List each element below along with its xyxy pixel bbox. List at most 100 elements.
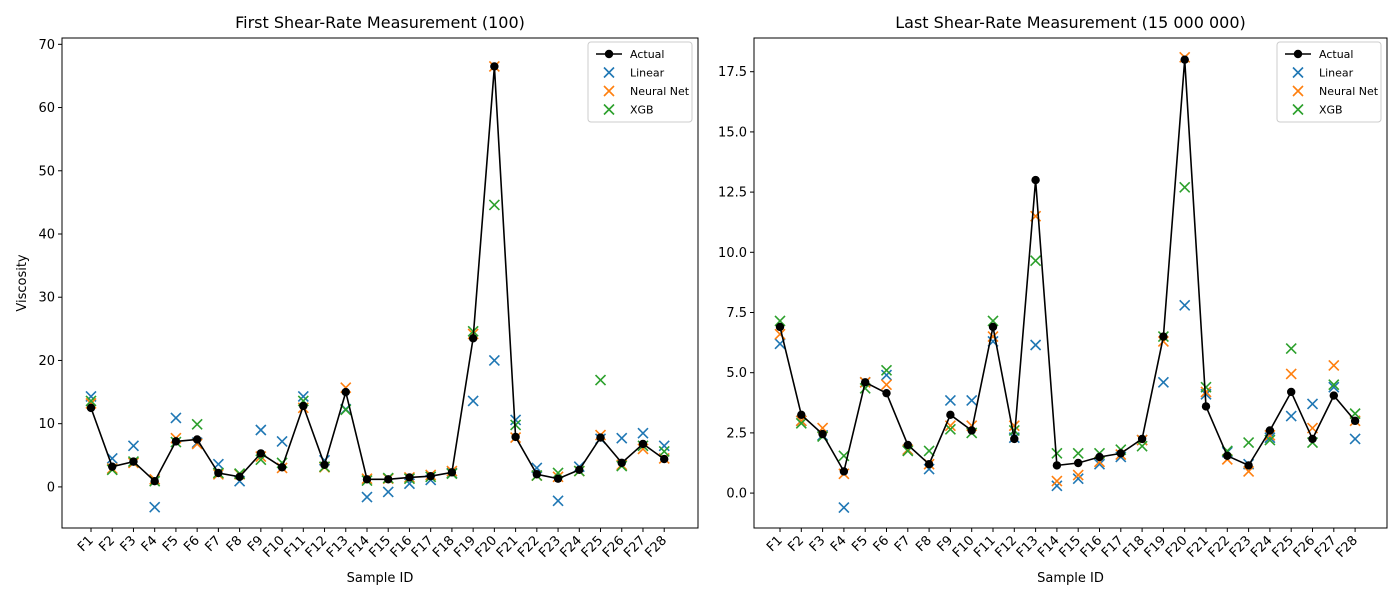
- legend-label: Neural Net: [1319, 85, 1379, 98]
- x-tick: F1: [75, 528, 97, 555]
- point-actual: [818, 429, 827, 439]
- series-line-actual: [90, 66, 665, 483]
- legend-label: XGB: [1319, 104, 1343, 117]
- point-xgb: [1328, 379, 1340, 391]
- x-tick: F8: [913, 528, 935, 555]
- chart-title: First Shear-Rate Measurement (100): [235, 13, 525, 32]
- point-linear: [106, 452, 118, 465]
- point-actual: [362, 475, 372, 484]
- point-linear: [149, 501, 161, 513]
- point-xgb: [795, 417, 807, 429]
- x-tick-label: F6: [181, 533, 203, 555]
- x-tick-label: F28: [1333, 533, 1361, 561]
- x-tick-label: F7: [202, 533, 224, 555]
- y-tick-label: 10: [38, 417, 55, 432]
- series-actual: [775, 55, 1360, 476]
- point-linear: [552, 495, 564, 507]
- x-tick-label: F4: [139, 533, 161, 555]
- point-actual: [171, 437, 181, 446]
- y-tick: 15.0: [718, 125, 754, 140]
- point-actual: [617, 458, 626, 468]
- legend-label: Linear: [630, 67, 665, 80]
- y-tick-label: 30: [38, 291, 55, 306]
- point-linear: [944, 394, 956, 406]
- point-xgb: [774, 315, 786, 327]
- point-actual: [490, 62, 499, 71]
- y-tick: 60: [38, 101, 62, 116]
- point-actual: [426, 471, 435, 481]
- legend-label: Actual: [630, 48, 664, 61]
- point-actual: [1052, 461, 1062, 470]
- legend-entry-neural-net: Neural Net: [1292, 85, 1379, 98]
- point-linear: [255, 424, 267, 436]
- y-tick-label: 60: [38, 101, 55, 116]
- point-xgb: [880, 364, 893, 376]
- y-tick-label: 12.5: [718, 186, 747, 201]
- point-linear: [297, 390, 309, 403]
- point-linear: [1030, 339, 1042, 351]
- x-tick: F7: [892, 528, 914, 555]
- point-actual: [1180, 55, 1189, 64]
- series-actual: [86, 62, 669, 486]
- point-linear: [658, 440, 670, 452]
- point-actual: [967, 426, 976, 435]
- y-tick-label: 40: [38, 228, 55, 243]
- plot-area: [753, 37, 1388, 529]
- y-tick: 10: [38, 417, 62, 432]
- x-axis-label: Sample ID: [347, 571, 414, 586]
- x-tick: F2: [96, 528, 118, 555]
- legend-entry-actual: Actual: [1285, 48, 1353, 61]
- point-actual: [1265, 426, 1275, 435]
- x-tick-label: F3: [807, 533, 829, 555]
- point-actual: [1223, 451, 1232, 460]
- point-actual: [1116, 449, 1126, 458]
- point-linear: [127, 440, 140, 452]
- point-xgb: [1285, 343, 1297, 355]
- series-xgb: [774, 181, 1361, 462]
- legend-entry-actual: Actual: [596, 48, 664, 61]
- x-tick-label: F5: [160, 533, 182, 555]
- point-neural-net: [1200, 386, 1212, 398]
- x-tick-label: F1: [75, 533, 97, 555]
- point-linear: [1306, 398, 1319, 410]
- point-actual: [86, 403, 96, 413]
- point-actual: [192, 435, 202, 444]
- y-tick-label: 10.0: [718, 246, 747, 261]
- chart-first-shear-rate: First Shear-Rate Measurement (100) 0 10 20 3…: [15, 13, 699, 586]
- y-tick-label: 70: [38, 38, 55, 53]
- legend-frame: [587, 41, 693, 123]
- x-tick: F3: [118, 528, 139, 555]
- point-actual: [320, 460, 329, 469]
- series-linear: [774, 299, 1361, 514]
- point-actual: [277, 463, 287, 472]
- y-tick-label: 5.0: [726, 366, 747, 381]
- point-actual: [882, 388, 891, 398]
- x-tick-label: F8: [913, 533, 935, 555]
- point-linear: [1285, 410, 1297, 422]
- x-tick-label: F6: [871, 533, 893, 555]
- legend-marker: [603, 66, 615, 79]
- point-xgb: [191, 418, 203, 430]
- y-tick-label: 0: [47, 480, 55, 495]
- point-actual: [924, 459, 934, 469]
- point-xgb: [1030, 255, 1042, 267]
- point-actual: [1287, 387, 1296, 397]
- x-tick-label: F8: [224, 533, 246, 555]
- point-actual: [1137, 434, 1147, 444]
- point-actual: [235, 472, 244, 481]
- chart-title: Last Shear-Rate Measurement (15 000 000): [895, 13, 1245, 32]
- point-actual: [511, 432, 520, 442]
- x-tick-label: F1: [764, 533, 786, 555]
- point-linear: [1093, 458, 1106, 470]
- y-tick: 70: [38, 38, 62, 53]
- point-linear: [276, 435, 288, 447]
- point-actual: [946, 410, 955, 420]
- point-actual: [1201, 402, 1211, 411]
- point-actual: [299, 401, 308, 411]
- legend-label: XGB: [630, 104, 654, 117]
- point-linear: [838, 501, 850, 514]
- point-xgb: [1243, 436, 1255, 449]
- y-tick: 7.5: [726, 306, 754, 321]
- x-tick-label: F28: [642, 533, 670, 561]
- legend: Actual Linear Neural Net XGB: [587, 41, 693, 123]
